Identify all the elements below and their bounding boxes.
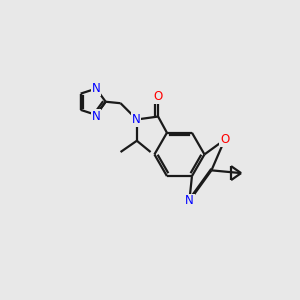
Text: N: N — [92, 110, 100, 123]
Text: N: N — [132, 113, 141, 126]
Text: O: O — [220, 133, 229, 146]
Text: O: O — [154, 90, 163, 103]
Text: N: N — [185, 194, 194, 208]
Text: N: N — [92, 82, 100, 95]
